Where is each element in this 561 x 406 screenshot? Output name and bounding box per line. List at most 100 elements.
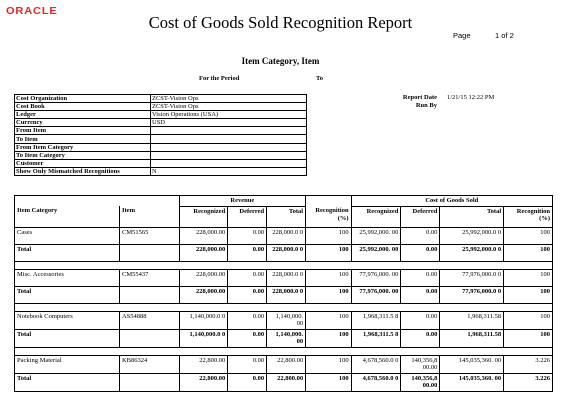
cell-rev-total: 1,140,000. 00 xyxy=(266,310,307,330)
parameter-row: Cost Book ZCST-Vision Ops xyxy=(14,102,307,112)
cell-rev-total: 228,000.0 0 xyxy=(266,285,307,304)
parameter-label: Show Only Mismatched Recognitions xyxy=(14,166,151,176)
cell-rev-recognized: 228,000.00 xyxy=(178,226,229,245)
parameter-label: From Item xyxy=(14,126,151,136)
parameter-value xyxy=(150,134,307,144)
cell-item-category: Total xyxy=(14,372,120,392)
cogs-recognition-table: Revenue Cost of Goods Sold Item Category… xyxy=(14,195,554,392)
cell-rev-recognized: 1,140,000.0 0 xyxy=(178,310,229,330)
cell-item-category: Total xyxy=(14,285,120,304)
parameter-label: Cost Organization xyxy=(14,93,151,104)
cell-item: CM51565 xyxy=(118,226,180,245)
report-subtitle: Item Category, Item xyxy=(241,56,320,66)
cell-cogs-total: 1,968,311.58 xyxy=(439,310,505,330)
subtotal-row: Total 228,000.00 0.00 228,000.0 0 100 77,976,… xyxy=(14,285,553,304)
cell-rev-recognition: 100 xyxy=(305,354,352,374)
parameter-label: To Item Category xyxy=(14,150,151,160)
cell-cogs-recognized: 77,976,000. 00 xyxy=(350,285,402,304)
group-spacer xyxy=(14,260,553,270)
cell-cogs-deferred: 0.00 xyxy=(400,310,441,330)
parameter-label: To Item xyxy=(14,134,151,144)
cell-cogs-total: 145,035,360. 00 xyxy=(439,354,505,374)
cell-item-category: Notebook Computers xyxy=(14,310,120,330)
parameter-row: Currency USD xyxy=(14,118,307,128)
oracle-logo: ORACLE xyxy=(6,5,58,17)
cell-item-category: Cases xyxy=(14,226,120,245)
col-rev-total: Total xyxy=(266,205,307,228)
cell-cogs-deferred: 140,356,8 00.00 xyxy=(400,372,441,392)
cell-rev-recognized: 228,000.00 xyxy=(178,268,229,287)
parameter-value xyxy=(150,142,307,152)
col-rev-recognition: Recognition (%) xyxy=(305,206,352,228)
col-rev-recognized: Recognized xyxy=(178,205,229,228)
cell-cogs-recognized: 25,992,000. 00 xyxy=(350,226,402,245)
parameter-value: N xyxy=(150,166,307,176)
report-date-value: 1/21/15 12:22 PM xyxy=(447,94,495,101)
period-to-label: To xyxy=(316,75,323,82)
parameter-value xyxy=(150,158,307,168)
parameter-row: Cost Organization ZCST-Vision Ops xyxy=(14,93,307,104)
parameter-value xyxy=(150,126,307,136)
report-title: Cost of Goods Sold Recognition Report xyxy=(148,13,413,32)
subtotal-row: Total 228,000.00 0.00 228,000.0 0 100 25,992,… xyxy=(14,243,553,262)
table-row: Packing Material KB86324 22,800.00 0.00 22,8… xyxy=(14,354,553,374)
col-cogs-recognized: Recognized xyxy=(350,205,402,228)
group-spacer-cell xyxy=(14,346,553,356)
cell-cogs-total: 25,992,000.0 0 xyxy=(439,226,505,245)
cell-cogs-recognition: 100 xyxy=(503,226,553,245)
cell-cogs-total: 25,992,000.0 0 xyxy=(439,243,505,262)
cell-rev-deferred: 0.00 xyxy=(227,268,268,287)
cell-cogs-recognized: 1,968,311.5 8 xyxy=(350,328,402,348)
cell-cogs-recognition: 100 xyxy=(503,243,553,262)
col-cogs-deferred: Deferred xyxy=(400,205,441,228)
parameter-label: From Item Category xyxy=(14,142,151,152)
cell-rev-recognized: 228,000.00 xyxy=(178,243,229,262)
parameters-table: Cost Organization ZCST-Vision Ops Cost Boo… xyxy=(14,93,307,176)
cell-cogs-total: 77,976,000.0 0 xyxy=(439,268,505,287)
cell-rev-recognized: 22,800.00 xyxy=(178,354,229,374)
parameter-row: To Item xyxy=(14,134,307,144)
cell-cogs-recognition: 100 xyxy=(503,268,553,287)
cell-rev-recognition: 100 xyxy=(305,268,352,287)
cell-rev-deferred: 0.00 xyxy=(227,372,268,392)
table-row: Cases CM51565 228,000.00 0.00 228,000.0 0 100… xyxy=(14,226,553,245)
cell-rev-total: 228,000.0 0 xyxy=(266,268,307,287)
cell-rev-recognized: 228,000.00 xyxy=(178,285,229,304)
col-item-category: Item Category xyxy=(14,206,120,228)
cell-item xyxy=(118,285,180,304)
cell-rev-recognized: 1,140,000.0 0 xyxy=(178,328,229,348)
page-number: 1 of 2 xyxy=(495,31,514,40)
group-spacer xyxy=(14,302,553,312)
cell-cogs-deferred: 0.00 xyxy=(400,226,441,245)
parameter-value xyxy=(150,150,307,160)
parameter-label: Customer xyxy=(14,158,151,168)
cell-rev-deferred: 0.00 xyxy=(227,243,268,262)
revenue-group-header: Revenue xyxy=(178,195,307,207)
col-rev-deferred: Deferred xyxy=(227,205,268,228)
cell-cogs-recognition: 100 xyxy=(503,328,553,348)
cell-item-category: Total xyxy=(14,328,120,348)
cell-item xyxy=(118,243,180,262)
cell-item xyxy=(118,372,180,392)
cell-rev-total: 228,000.0 0 xyxy=(266,226,307,245)
cell-cogs-deferred: 0.00 xyxy=(400,328,441,348)
parameter-label: Ledger xyxy=(14,110,151,120)
parameter-row: To Item Category xyxy=(14,150,307,160)
cell-rev-total: 1,140,000. 00 xyxy=(266,328,307,348)
cell-item: CM55437 xyxy=(118,268,180,287)
col-cogs-recognition: Recognition (%) xyxy=(503,205,553,228)
parameter-label: Currency xyxy=(14,118,151,128)
cell-rev-total: 22,800.00 xyxy=(266,354,307,374)
cell-rev-recognition: 100 xyxy=(305,372,352,392)
cell-item: AS54888 xyxy=(118,310,180,330)
parameter-row: Ledger Vision Operations (USA) xyxy=(14,110,307,120)
run-by-label: Run By xyxy=(415,102,437,109)
table-row: Notebook Computers AS54888 1,140,000.0 0 0.… xyxy=(14,310,553,330)
cell-cogs-deferred: 0.00 xyxy=(400,243,441,262)
cell-cogs-total: 145,035,360. 00 xyxy=(439,372,505,392)
cell-item-category: Packing Material xyxy=(14,354,120,374)
parameter-value: ZCST-Vision Ops xyxy=(150,93,307,104)
cell-cogs-total: 77,976,000.0 0 xyxy=(439,285,505,304)
cell-item-category: Total xyxy=(14,243,120,262)
col-cogs-total: Total xyxy=(439,205,505,228)
